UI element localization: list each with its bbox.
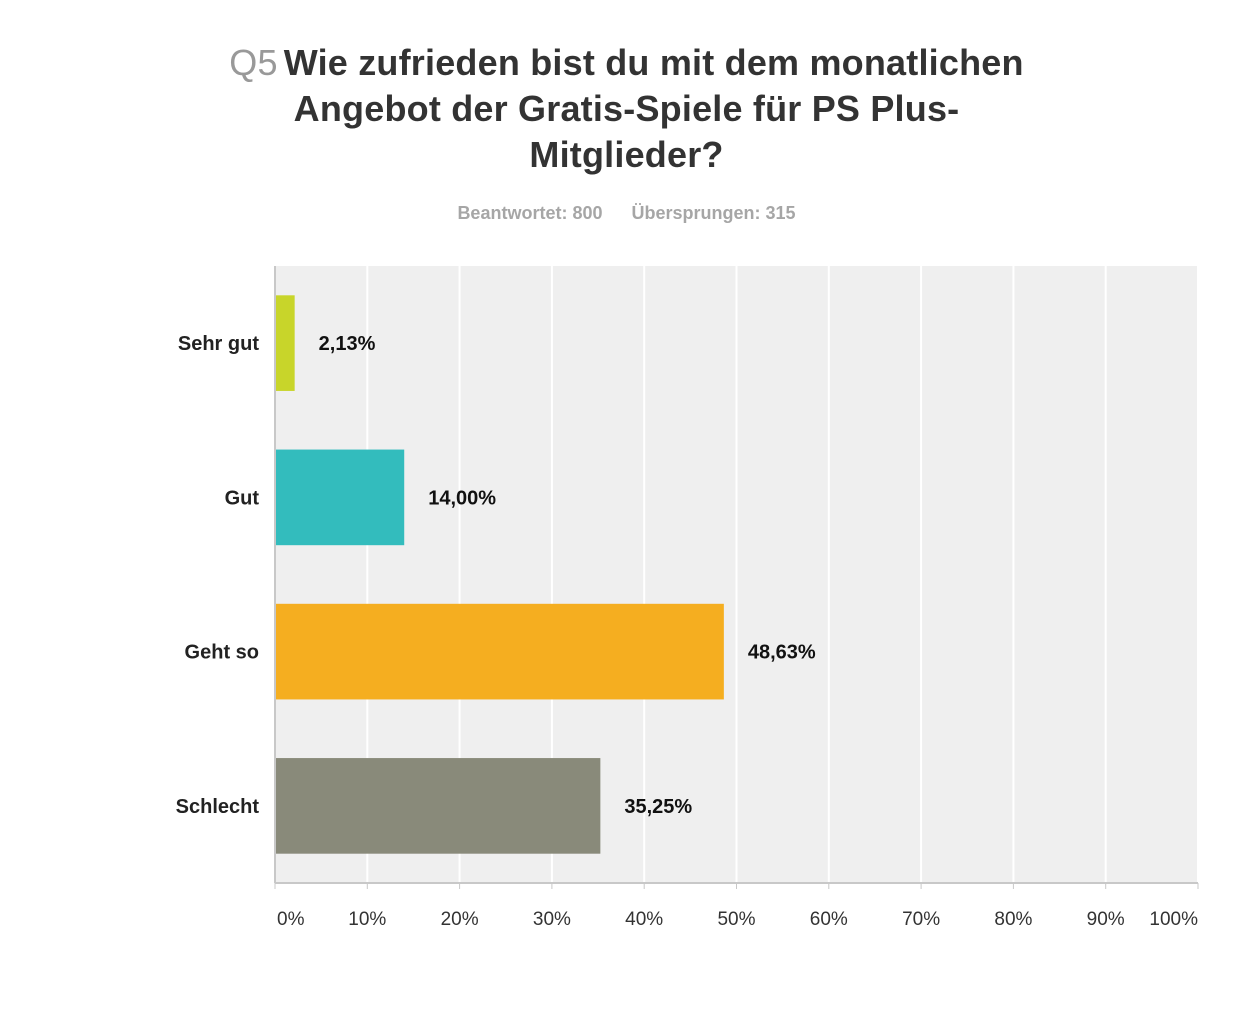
question-text: Wie zufrieden bist du mit dem monatliche… <box>283 42 1024 175</box>
x-tick-label: 0% <box>277 909 305 930</box>
data-label: 14,00% <box>428 487 496 509</box>
labels: 0% 10% 20% 30% 40% 50% 60% 70% 80% 90% 100% Sehr gu… <box>176 333 1198 930</box>
axes <box>274 266 1199 889</box>
x-tick-label: 90% <box>1087 909 1125 930</box>
x-tick-label: 80% <box>994 909 1032 930</box>
category-label: Geht so <box>185 642 259 664</box>
x-tick-label: 10% <box>348 909 386 930</box>
data-label: 48,63% <box>748 642 816 664</box>
x-tick-label: 60% <box>810 909 848 930</box>
bars <box>275 295 724 854</box>
category-label: Gut <box>225 487 260 509</box>
bar-sehr-gut <box>275 295 295 391</box>
data-label: 35,25% <box>624 796 692 818</box>
x-tick-label: 30% <box>533 909 571 930</box>
data-label: 2,13% <box>319 333 376 355</box>
bar-schlecht <box>275 758 601 854</box>
response-stats: Beantwortet: 800 Übersprungen: 315 <box>0 203 1253 224</box>
question-number: Q5 <box>229 42 278 83</box>
bar-gut <box>275 449 405 546</box>
category-label: Sehr gut <box>178 333 259 355</box>
x-tick-label: 50% <box>717 909 755 930</box>
x-tick-label: 70% <box>902 909 940 930</box>
skipped-count: Übersprungen: 315 <box>631 203 796 223</box>
chart-title: Q5 Wie zufrieden bist du mit dem monatlic… <box>200 40 1053 178</box>
x-tick-label: 40% <box>625 909 663 930</box>
answered-count: Beantwortet: 800 <box>457 203 603 223</box>
x-tick-label: 100% <box>1149 909 1198 930</box>
x-tick-label: 20% <box>441 909 479 930</box>
category-label: Schlecht <box>176 796 260 818</box>
bar-geht-so <box>275 603 724 700</box>
